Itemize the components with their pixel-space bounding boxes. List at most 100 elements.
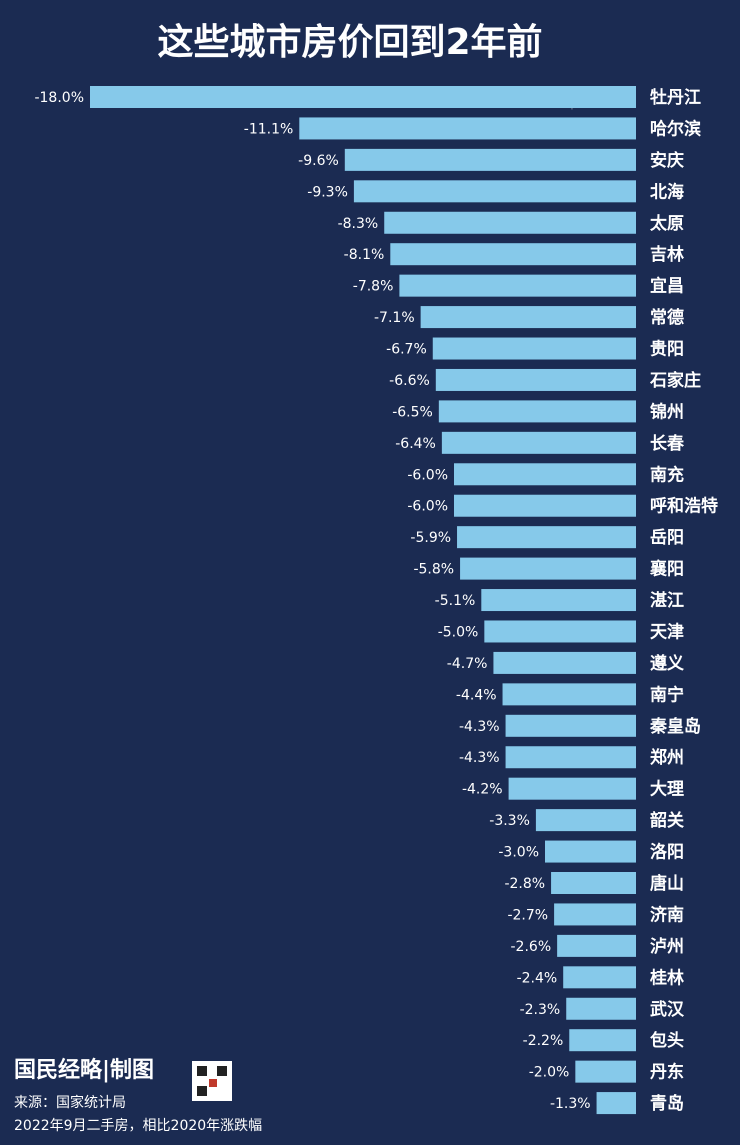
- category-label: 襄阳: [649, 559, 684, 580]
- category-label: 南充: [650, 464, 684, 485]
- brand: 国民经略|制图: [14, 1057, 154, 1083]
- bar: [566, 997, 636, 1020]
- bar: [505, 746, 636, 769]
- value-label: -5.1%: [435, 593, 476, 609]
- bar: [535, 809, 636, 832]
- value-label: -5.0%: [438, 624, 479, 640]
- chart-title: 这些城市房价回到2年前: [157, 22, 542, 63]
- category-label: 天津: [650, 621, 684, 642]
- value-label: -4.3%: [459, 750, 500, 766]
- bar: [384, 211, 636, 234]
- category-label: 武汉: [650, 999, 685, 1020]
- value-label: -2.4%: [517, 970, 558, 986]
- value-label: -7.8%: [353, 279, 394, 295]
- category-label: 贵阳: [650, 339, 684, 360]
- value-label: -6.0%: [407, 499, 448, 515]
- qr-corner: [197, 1066, 207, 1076]
- bar: [596, 1092, 636, 1115]
- bar: [508, 777, 636, 800]
- bar: [454, 463, 636, 486]
- category-label: 宜昌: [650, 276, 684, 297]
- qr-corner: [197, 1086, 207, 1096]
- category-label: 岳阳: [650, 528, 684, 548]
- value-label: -11.1%: [244, 121, 294, 137]
- category-label: 北海: [650, 181, 684, 202]
- bar: [438, 400, 636, 423]
- bar: [435, 368, 636, 391]
- bar: [484, 620, 636, 643]
- value-label: -2.2%: [523, 1033, 564, 1049]
- bar: [353, 180, 636, 203]
- category-label: 锦州: [650, 401, 684, 422]
- value-label: -6.7%: [386, 342, 427, 358]
- bar: [557, 934, 636, 957]
- bar: [454, 494, 636, 517]
- value-label: -9.6%: [298, 153, 339, 169]
- bar: [399, 274, 636, 297]
- value-label: -2.8%: [504, 876, 545, 892]
- category-label: 包头: [650, 1030, 684, 1051]
- category-label: 哈尔滨: [650, 118, 701, 139]
- source: 来源：国家统计局: [14, 1094, 126, 1111]
- category-label: 丹东: [650, 1062, 684, 1083]
- value-label: -4.2%: [462, 782, 503, 798]
- bar: [441, 431, 636, 454]
- value-label: -5.8%: [413, 562, 454, 578]
- bar: [502, 683, 636, 706]
- value-label: -9.3%: [307, 184, 348, 200]
- bar: [420, 306, 636, 329]
- value-label: -4.7%: [447, 656, 488, 672]
- qr-logo: [209, 1079, 217, 1087]
- value-label: -1.3%: [550, 1096, 591, 1112]
- category-label: 唐山: [650, 873, 684, 894]
- bar: [554, 903, 636, 926]
- bar: [299, 117, 636, 140]
- bar: [569, 1029, 636, 1052]
- category-label: 南宁: [650, 684, 684, 705]
- value-label: -2.3%: [520, 1002, 561, 1018]
- category-label: 吉林: [650, 244, 684, 265]
- category-label: 洛阳: [650, 842, 684, 863]
- category-label: 大理: [650, 779, 684, 800]
- bar: [575, 1060, 636, 1083]
- value-label: -6.5%: [392, 404, 433, 420]
- bar: [481, 589, 636, 612]
- category-label: 韶关: [650, 810, 684, 831]
- value-label: -6.4%: [395, 436, 436, 452]
- qr-corner: [217, 1066, 227, 1076]
- value-label: -4.3%: [459, 719, 500, 735]
- category-label: 桂林: [649, 967, 684, 988]
- category-label: 牡丹江: [650, 87, 701, 108]
- category-label: 安庆: [650, 150, 684, 171]
- bar: [390, 243, 636, 266]
- note: 2022年9月二手房，相比2020年涨跌幅: [14, 1118, 262, 1134]
- bar: [493, 651, 636, 674]
- value-label: -18.0%: [34, 90, 84, 106]
- value-label: -6.6%: [389, 373, 430, 389]
- value-label: -2.7%: [507, 907, 548, 923]
- bar: [344, 148, 636, 171]
- value-label: -4.4%: [456, 687, 497, 703]
- value-label: -2.0%: [529, 1065, 570, 1081]
- category-label: 遵义: [650, 653, 684, 674]
- bar: [545, 840, 636, 863]
- value-label: -6.0%: [407, 467, 448, 483]
- category-label: 石家庄: [649, 370, 701, 391]
- bar: [460, 557, 636, 580]
- value-label: -2.6%: [511, 939, 552, 955]
- category-label: 秦皇岛: [650, 716, 701, 737]
- category-label: 青岛: [650, 1093, 684, 1114]
- category-label: 太原: [650, 213, 684, 234]
- value-label: -8.3%: [338, 216, 379, 232]
- value-label: -5.9%: [410, 530, 451, 546]
- category-label: 郑州: [650, 747, 684, 768]
- bar: [432, 337, 636, 360]
- bar: [563, 966, 636, 989]
- bar: [551, 872, 636, 894]
- category-label: 泸州: [650, 937, 684, 957]
- category-label: 长春: [650, 433, 684, 454]
- bar: [505, 714, 636, 737]
- value-label: -3.0%: [498, 845, 539, 861]
